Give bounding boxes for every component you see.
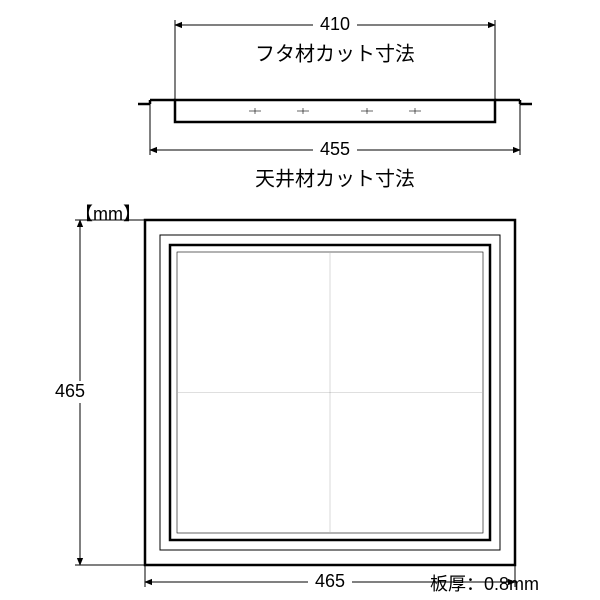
dim-text: 465 <box>315 571 345 591</box>
dim-text: 465 <box>55 381 85 401</box>
dim-text: フタ材カット寸法 <box>255 42 415 65</box>
section-body <box>175 100 495 122</box>
technical-drawing: 410 フタ材カット寸法 455 天井材カット寸法【mm】 465 465 板厚：0.8mm <box>0 0 600 600</box>
dim-text: 410 <box>320 14 350 34</box>
dim-text: 板厚：0.8mm <box>430 574 539 594</box>
dim-text: 【mm】 <box>75 204 141 224</box>
dim-text: 455 <box>320 139 350 159</box>
dim-text: 天井材カット寸法 <box>255 167 415 190</box>
